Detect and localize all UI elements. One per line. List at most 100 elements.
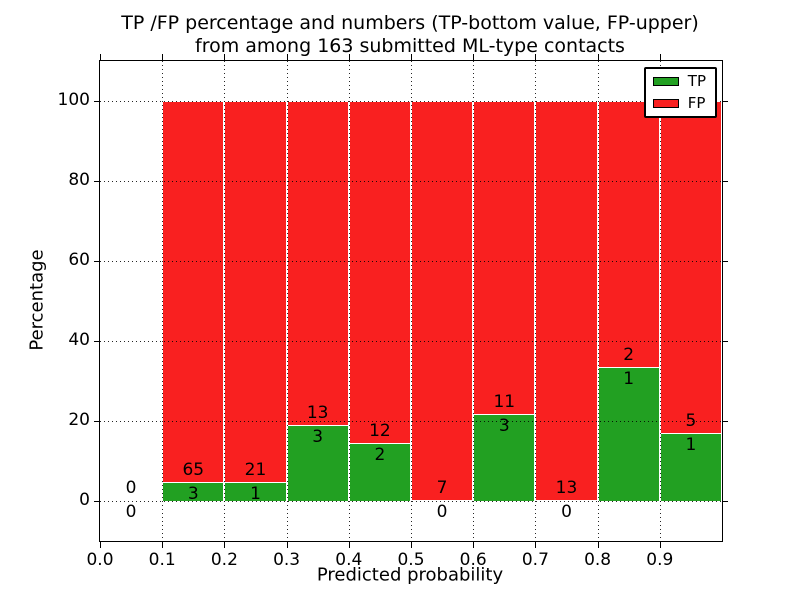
x-tick-mark xyxy=(659,54,661,60)
fp-count-label: 13 xyxy=(555,478,578,498)
fp-bar-segment xyxy=(348,101,411,444)
x-tick-mark xyxy=(224,542,226,548)
y-tick-label: 100 xyxy=(57,90,90,110)
fp-bar-segment xyxy=(411,101,474,501)
x-gridline xyxy=(535,61,537,541)
tp-count-label: 0 xyxy=(125,502,137,522)
y-tick-label: 80 xyxy=(68,170,90,190)
x-tick-label: 0.9 xyxy=(646,550,674,570)
tp-count-label: 3 xyxy=(498,416,510,437)
fp-count-label: 13 xyxy=(306,403,329,423)
x-gridline xyxy=(659,61,661,541)
fp-bar-segment xyxy=(286,101,349,426)
x-gridline xyxy=(597,61,599,541)
x-tick-label: 0.1 xyxy=(148,550,176,570)
fp-bar-segment xyxy=(535,101,598,501)
fp-count-label: 12 xyxy=(369,420,391,441)
y-tick-mark xyxy=(722,341,728,342)
y-tick-label: 0 xyxy=(79,490,90,510)
x-tick-mark xyxy=(411,54,412,60)
y-tick-mark xyxy=(94,501,100,502)
y-tick-mark xyxy=(94,101,100,102)
y-axis-label: Percentage xyxy=(26,249,48,351)
fp-count-label: 2 xyxy=(623,344,635,365)
fp-legend-label: FP xyxy=(687,94,706,112)
x-tick-label: 0.6 xyxy=(459,550,487,570)
y-tick-mark xyxy=(94,341,100,342)
x-tick-mark xyxy=(411,542,412,548)
fp-count-label: 21 xyxy=(244,459,267,480)
tp-count-label: 1 xyxy=(250,483,261,504)
fp-count-label: 5 xyxy=(685,411,697,432)
tp-count-label: 2 xyxy=(374,444,386,465)
fp-count-label: 0 xyxy=(125,478,137,498)
plot-area: TP FP 0 20 40 60 80 100 0.0 0.1 0.2 0.3 0.4 0.5 0.6 0… xyxy=(58,54,728,570)
fp-count-label: 11 xyxy=(493,392,516,413)
legend: TP FP xyxy=(643,67,717,118)
legend-entry-fp: FP xyxy=(652,94,706,112)
tp-count-label: 0 xyxy=(561,502,572,522)
y-tick-mark xyxy=(94,421,100,422)
y-tick-mark xyxy=(722,421,728,422)
x-tick-mark xyxy=(597,542,599,548)
x-tick-label: 0.5 xyxy=(397,550,425,570)
x-tick-label: 0.7 xyxy=(521,550,549,570)
x-tick-mark xyxy=(162,542,164,548)
chart-title-line2: from among 163 submitted ML-type contact… xyxy=(195,35,625,57)
tp-count-label: 1 xyxy=(623,368,635,389)
fp-count-label: 7 xyxy=(436,478,448,498)
tp-legend-swatch xyxy=(652,77,679,86)
tp-count-label: 1 xyxy=(685,435,697,456)
x-gridline xyxy=(286,61,288,541)
x-tick-mark xyxy=(100,54,101,60)
x-tick-mark xyxy=(162,54,164,60)
x-tick-mark xyxy=(659,542,661,548)
x-tick-mark xyxy=(100,542,101,548)
x-tick-mark xyxy=(286,54,288,60)
y-tick-label: 20 xyxy=(68,410,90,430)
fp-count-label: 65 xyxy=(182,460,205,481)
tp-legend-label: TP xyxy=(687,72,706,90)
x-gridline xyxy=(162,61,164,541)
y-tick-label: 60 xyxy=(68,250,90,270)
y-tick-mark xyxy=(722,261,728,262)
chart-title-line1: TP /FP percentage and numbers (TP-bottom… xyxy=(121,12,699,34)
x-gridline xyxy=(224,61,226,541)
x-gridline xyxy=(473,61,475,541)
x-tick-mark xyxy=(535,54,537,60)
legend-entry-tp: TP xyxy=(652,72,706,90)
y-tick-mark xyxy=(94,261,100,262)
fp-bar-segment xyxy=(224,101,287,483)
x-tick-mark xyxy=(348,542,350,548)
x-tick-mark xyxy=(286,542,288,548)
x-tick-mark xyxy=(473,54,475,60)
x-gridline xyxy=(411,61,412,541)
x-tick-mark xyxy=(348,54,350,60)
x-tick-mark xyxy=(473,542,475,548)
x-tick-label: 0.2 xyxy=(210,550,238,570)
x-tick-mark xyxy=(224,54,226,60)
y-tick-mark xyxy=(722,501,728,502)
y-tick-mark xyxy=(722,101,728,102)
y-tick-mark xyxy=(94,181,100,182)
tp-bar-segment xyxy=(473,415,536,501)
fp-bar-segment xyxy=(162,101,225,484)
x-tick-mark xyxy=(597,54,599,60)
fp-bar-segment xyxy=(473,101,536,416)
y-tick-mark xyxy=(722,181,728,182)
x-gridline xyxy=(348,61,350,541)
tp-bar-segment xyxy=(597,367,660,501)
x-tick-label: 0.4 xyxy=(335,550,363,570)
y-tick-label: 40 xyxy=(68,330,90,350)
tp-count-label: 0 xyxy=(436,502,448,522)
x-axis-label: Predicted probability xyxy=(316,564,504,586)
tp-count-label: 3 xyxy=(312,427,324,447)
tp-count-label: 3 xyxy=(187,484,199,505)
x-tick-label: 0.3 xyxy=(273,550,301,570)
fp-bar-segment xyxy=(659,101,722,435)
x-tick-mark xyxy=(535,542,537,548)
chart-title: TP /FP percentage and numbers (TP-bottom… xyxy=(99,12,721,58)
x-tick-label: 0.0 xyxy=(86,550,114,570)
x-tick-label: 0.8 xyxy=(584,550,612,570)
